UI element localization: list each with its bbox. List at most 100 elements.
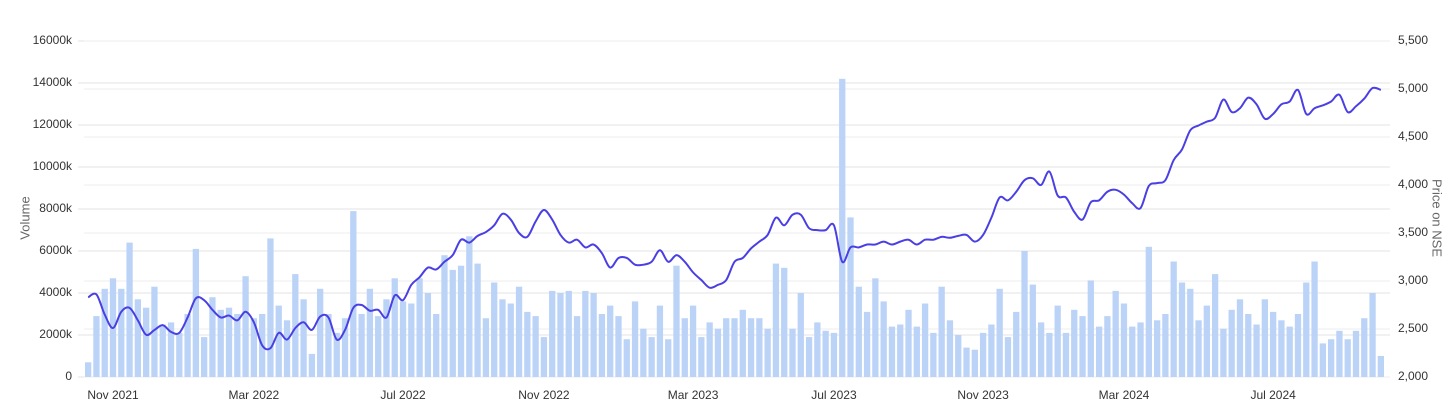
bar xyxy=(1162,314,1169,377)
bar xyxy=(292,274,299,377)
bar xyxy=(1187,288,1194,377)
bar xyxy=(358,314,365,377)
y2-tick-label: 2,500 xyxy=(1398,321,1428,335)
bar xyxy=(557,293,564,377)
bar xyxy=(350,211,357,377)
bar xyxy=(1120,303,1128,377)
y-tick-label: 4000k xyxy=(39,285,73,299)
bar xyxy=(242,276,249,377)
bar xyxy=(1112,290,1119,377)
bar xyxy=(325,314,332,377)
bar xyxy=(391,278,398,377)
bar xyxy=(300,299,307,377)
bar xyxy=(1062,332,1070,377)
bar xyxy=(1071,309,1078,377)
y-tick-label: 16000k xyxy=(33,33,73,47)
bar xyxy=(375,316,382,377)
bar xyxy=(582,290,589,377)
bar xyxy=(1269,311,1277,377)
bar xyxy=(1261,299,1268,377)
bar xyxy=(673,265,680,377)
bar xyxy=(1369,293,1376,377)
bar xyxy=(814,322,821,377)
bar xyxy=(739,309,746,377)
bar xyxy=(897,324,904,377)
bar xyxy=(1203,305,1210,377)
bar xyxy=(549,290,556,377)
bar xyxy=(408,303,415,377)
bar xyxy=(1079,316,1086,377)
bar xyxy=(474,263,481,377)
bar xyxy=(1245,314,1252,377)
bar xyxy=(1037,322,1045,377)
bar xyxy=(698,337,705,377)
bar xyxy=(433,314,440,377)
bar xyxy=(507,303,514,377)
bar xyxy=(714,328,722,377)
y-tick-label: 6000k xyxy=(39,243,73,257)
bar xyxy=(565,290,572,377)
bars xyxy=(84,78,1385,378)
bar xyxy=(126,242,133,377)
bar xyxy=(1137,322,1144,377)
bar xyxy=(1327,339,1335,377)
bar xyxy=(847,217,854,377)
bar xyxy=(101,288,108,377)
x-tick-label: Jul 2024 xyxy=(1250,388,1296,402)
bar xyxy=(184,314,191,377)
bar xyxy=(573,316,581,377)
bar xyxy=(449,269,456,377)
bar xyxy=(1104,316,1111,377)
y2-axis-title: Price on NSE xyxy=(1430,179,1445,257)
y2-tick-label: 5,500 xyxy=(1398,33,1428,47)
bar xyxy=(532,316,539,377)
bar xyxy=(822,330,829,377)
bar xyxy=(143,307,150,377)
bar xyxy=(955,335,962,377)
bar xyxy=(1236,299,1244,377)
bar xyxy=(971,349,978,377)
bar xyxy=(118,288,125,377)
bar xyxy=(946,320,954,377)
bar xyxy=(1145,246,1152,377)
x-tick-label: Nov 2022 xyxy=(518,388,570,402)
bar xyxy=(341,318,349,377)
bar xyxy=(283,320,291,377)
bar xyxy=(209,297,216,377)
bar xyxy=(275,305,282,377)
x-tick-label: Mar 2023 xyxy=(668,388,719,402)
bar xyxy=(84,362,92,377)
bar xyxy=(1087,280,1094,377)
bar xyxy=(225,307,233,377)
bar xyxy=(598,314,606,377)
bar xyxy=(706,322,713,377)
bar xyxy=(656,305,664,377)
bar xyxy=(607,305,614,377)
bar xyxy=(1377,356,1385,377)
bar xyxy=(234,314,241,377)
bar xyxy=(1178,282,1186,377)
bar xyxy=(151,286,158,377)
y2-tick-label: 5,000 xyxy=(1398,81,1428,95)
bar xyxy=(1278,320,1285,377)
bar xyxy=(905,309,912,377)
bar xyxy=(863,311,871,377)
bar xyxy=(308,353,316,377)
bar xyxy=(938,286,945,377)
bar xyxy=(515,286,523,377)
bar xyxy=(1319,343,1326,377)
bar xyxy=(855,286,862,377)
bar xyxy=(1361,318,1368,377)
bar xyxy=(499,299,506,377)
bar xyxy=(466,236,473,377)
x-tick-label: Jul 2022 xyxy=(380,388,426,402)
bar xyxy=(979,332,987,377)
bar xyxy=(1129,326,1136,377)
bar xyxy=(491,282,498,377)
bar xyxy=(1195,320,1202,377)
bar xyxy=(756,318,763,377)
bar xyxy=(913,326,920,377)
bar xyxy=(1013,311,1020,377)
